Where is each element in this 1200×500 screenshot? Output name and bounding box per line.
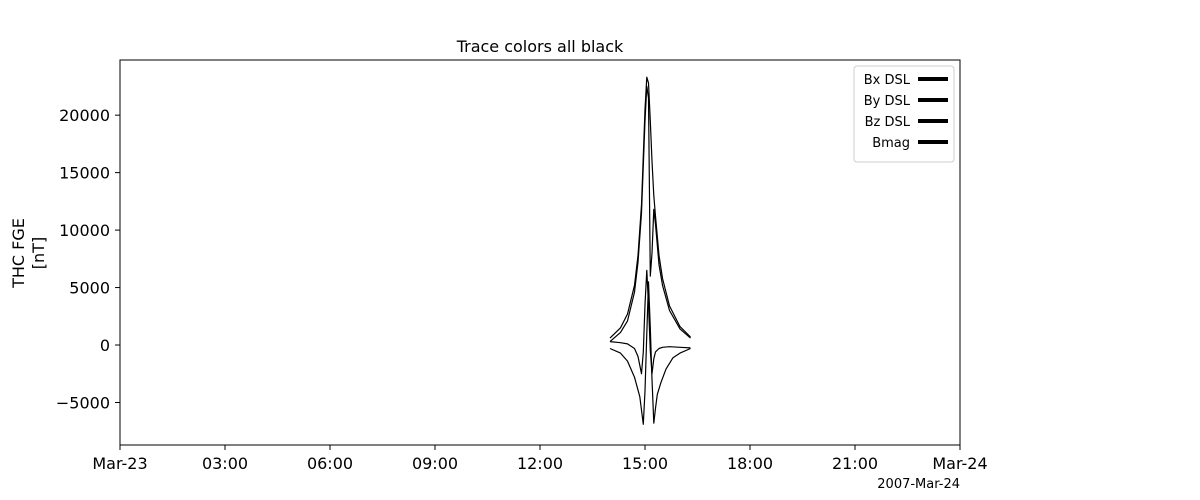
y-tick-label: 15000 [59, 164, 110, 183]
y-axis: −5000 0 5000 10000 15000 20000 [56, 106, 120, 412]
y-axis-label: THC FGE [nT] [9, 218, 48, 289]
plot-frame [119, 59, 961, 446]
series-line-3 [609, 85, 691, 343]
y-tick-label: 20000 [59, 106, 110, 125]
x-tick-label: 09:00 [412, 454, 458, 473]
y-tick-label: −5000 [56, 393, 110, 412]
x-tick-label: 03:00 [202, 454, 248, 473]
legend-label: Bx DSL [864, 73, 911, 88]
series-line-2 [609, 281, 691, 425]
y-tick-label: 10000 [59, 221, 110, 240]
legend-label: Bmag [872, 136, 910, 151]
x-tick-label: 12:00 [517, 454, 563, 473]
x-tick-label: 06:00 [307, 454, 353, 473]
y-tick-label: 0 [100, 336, 110, 355]
legend-box [853, 65, 955, 163]
x-tick-label: 18:00 [727, 454, 773, 473]
plot-lines [609, 76, 691, 425]
x-tick-label: Mar-24 [932, 454, 987, 473]
legend: Bx DSL By DSL Bz DSL Bmag [853, 65, 955, 163]
chart-title: Trace colors all black [456, 37, 624, 56]
legend-label: Bz DSL [865, 115, 911, 130]
series-line-1 [609, 269, 691, 375]
x-axis: Mar-23 03:00 06:00 09:00 12:00 15:00 18:00 21:0… [92, 445, 988, 473]
x-axis-date-note: 2007-Mar-24 [877, 477, 960, 492]
x-tick-label: Mar-23 [92, 454, 147, 473]
x-tick-label: 15:00 [622, 454, 668, 473]
y-tick-label: 5000 [69, 279, 110, 298]
series-line-4 [609, 76, 691, 339]
x-tick-label: 21:00 [832, 454, 878, 473]
y-axis-label-line-2: [nT] [29, 237, 48, 269]
y-axis-label-line-1: THC FGE [9, 218, 28, 289]
legend-label: By DSL [864, 94, 911, 109]
